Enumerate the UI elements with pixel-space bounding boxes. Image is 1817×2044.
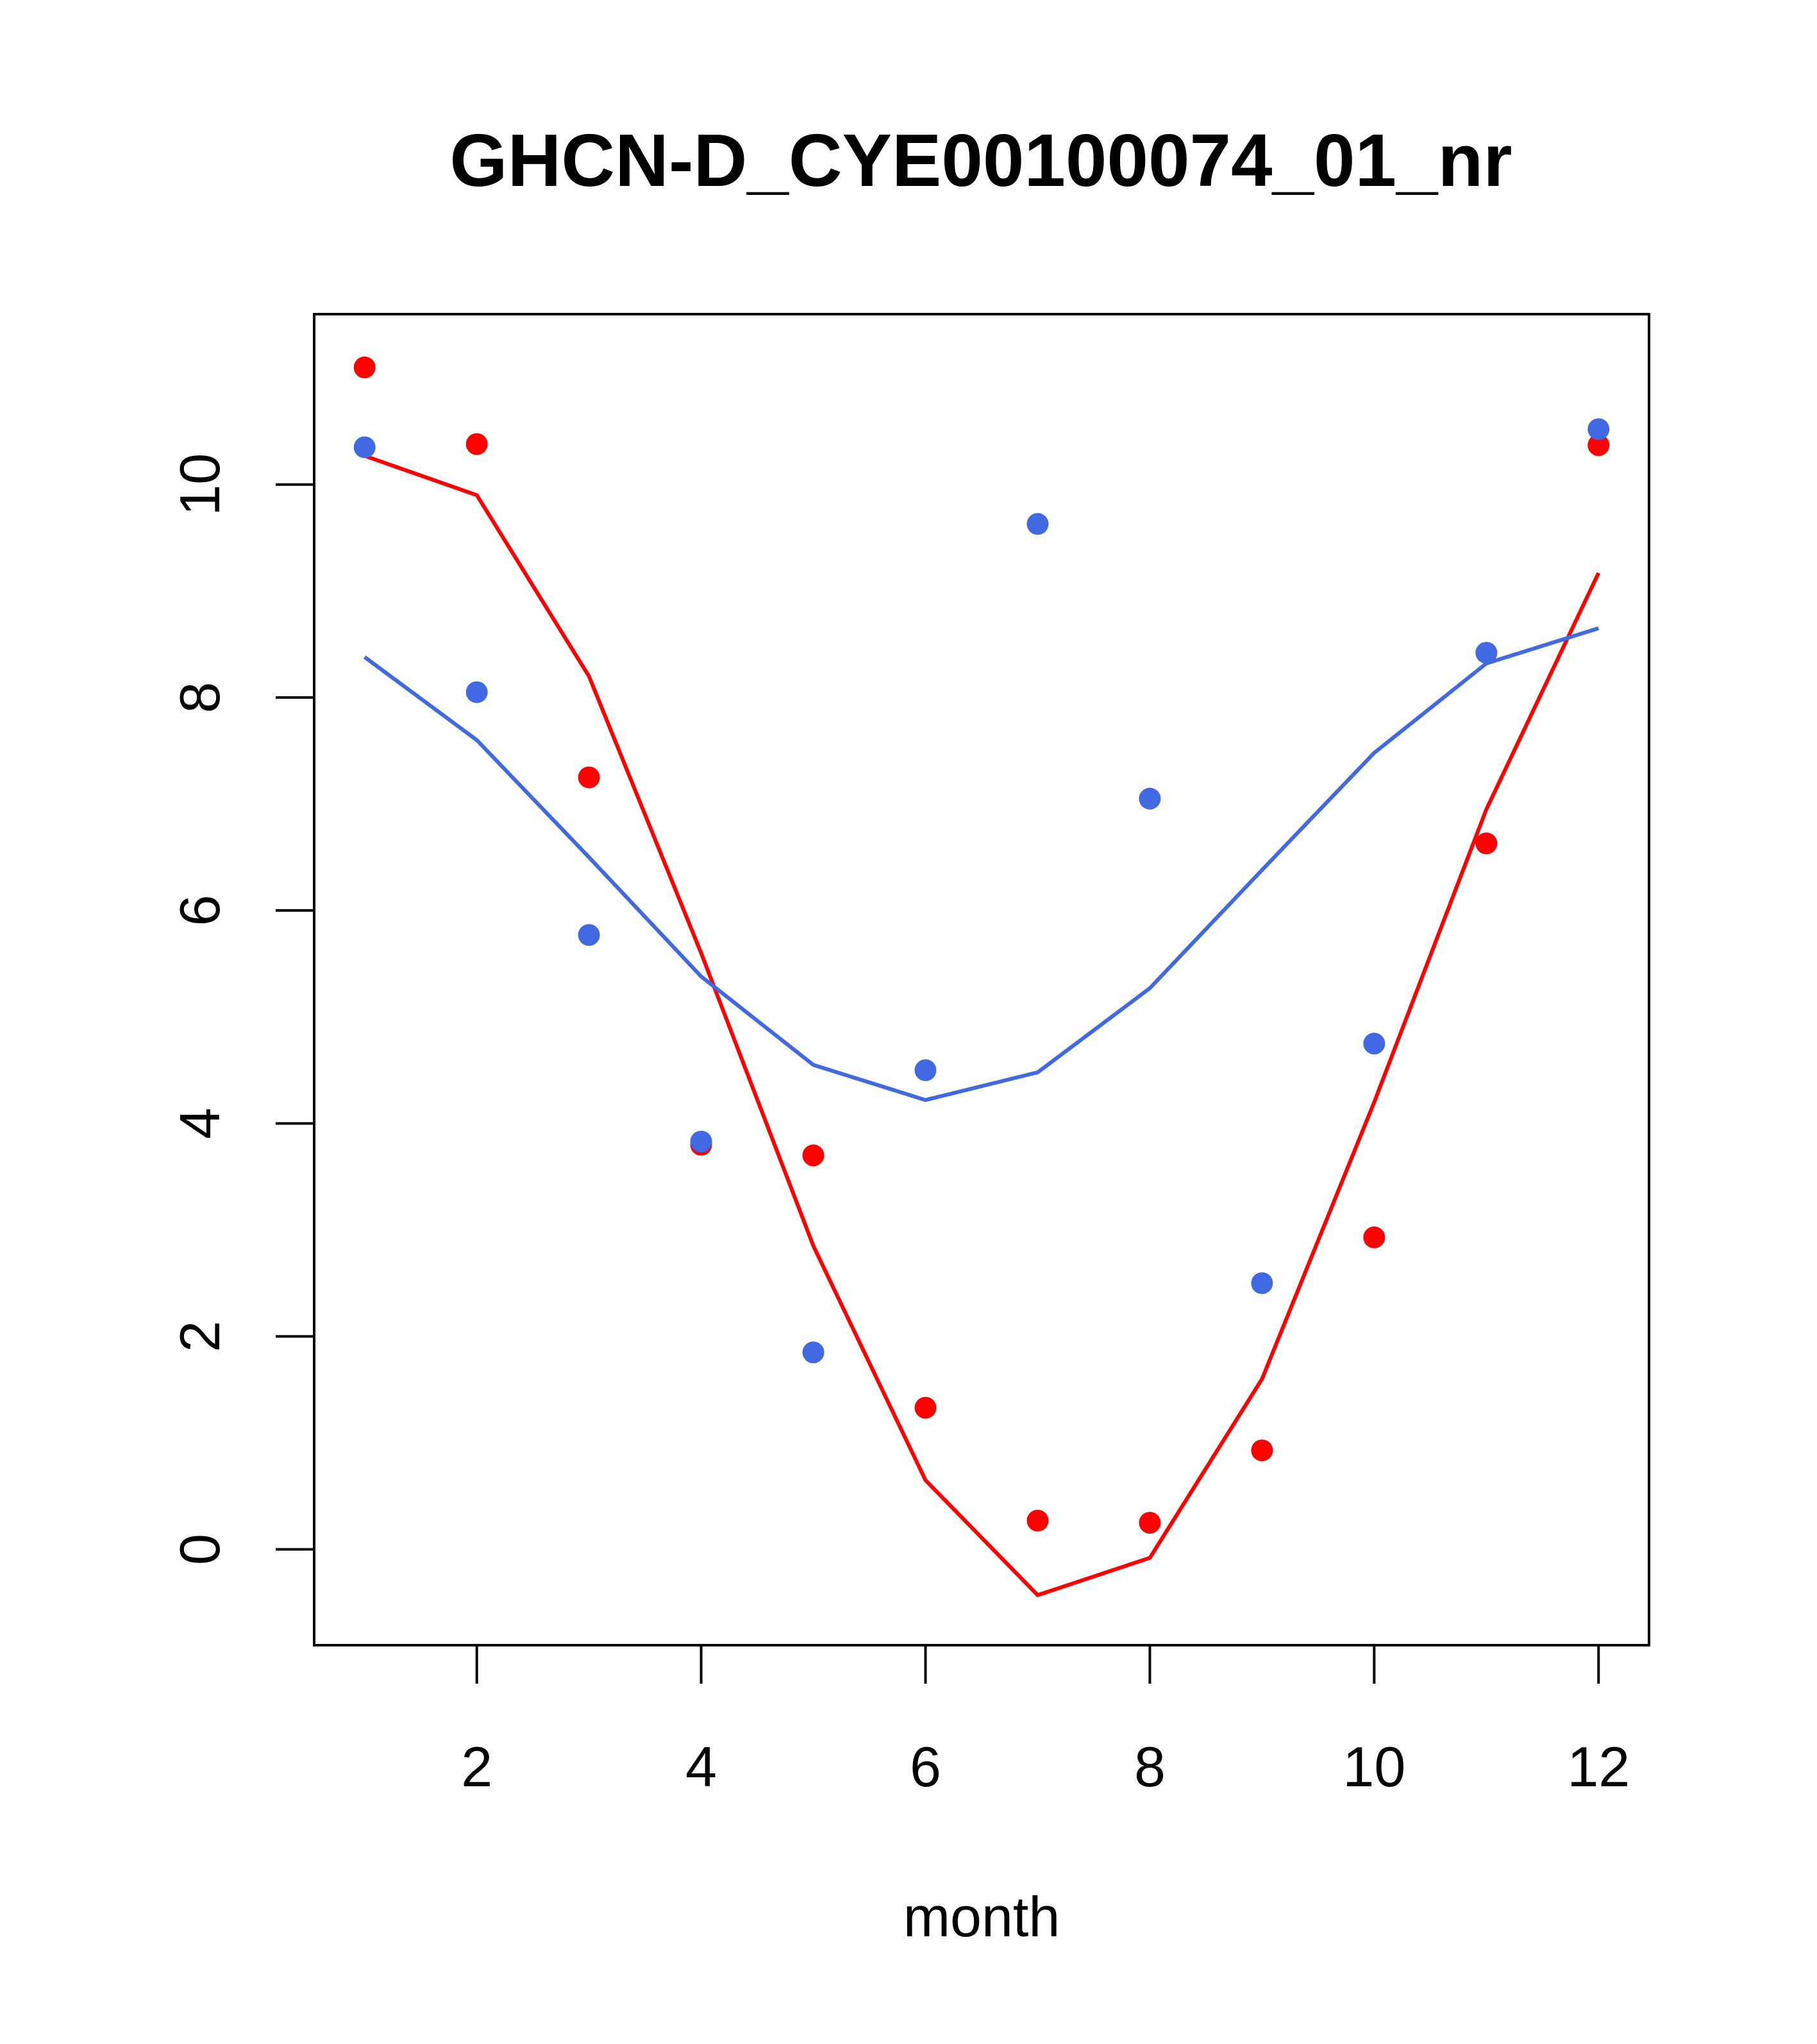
x-tick-label: 4 bbox=[685, 1735, 717, 1798]
series-1-point bbox=[353, 436, 376, 458]
series-0-point bbox=[465, 433, 488, 455]
series-0-point bbox=[1139, 1512, 1161, 1534]
series-0-point bbox=[1026, 1509, 1049, 1532]
series-0-point bbox=[353, 356, 376, 379]
x-axis-title: month bbox=[903, 1885, 1060, 1948]
x-tick-label: 10 bbox=[1343, 1735, 1405, 1798]
y-tick-label: 0 bbox=[168, 1534, 231, 1565]
series-0 bbox=[353, 356, 1610, 1597]
series-1-line bbox=[363, 626, 1600, 1102]
series-1-point bbox=[1587, 418, 1610, 440]
series-1-point bbox=[914, 1059, 937, 1082]
y-axis: 0 2 4 6 8 10 bbox=[168, 453, 315, 1565]
y-tick-label: 8 bbox=[168, 682, 231, 713]
series-1-point bbox=[1139, 787, 1161, 810]
series-1-point bbox=[690, 1130, 712, 1153]
x-tick-label: 6 bbox=[910, 1735, 941, 1798]
plot-frame bbox=[313, 313, 1650, 1646]
x-axis: 2 4 6 8 10 12 bbox=[461, 1644, 1630, 1798]
x-tick-label: 8 bbox=[1134, 1735, 1166, 1798]
series-1-point bbox=[1251, 1272, 1273, 1294]
chart-title: GHCN-D_CYE00100074_01_nr bbox=[449, 119, 1512, 202]
series-0-line bbox=[364, 454, 1601, 1597]
series-0-point bbox=[802, 1144, 825, 1167]
series-0-point bbox=[914, 1396, 937, 1419]
series-1-point bbox=[1026, 513, 1049, 535]
x-tick-label: 12 bbox=[1567, 1735, 1630, 1798]
series-0-point bbox=[578, 766, 600, 789]
series-0-point bbox=[1475, 832, 1498, 855]
series-1 bbox=[353, 418, 1610, 1364]
y-tick-label: 6 bbox=[168, 895, 231, 926]
series-1-point bbox=[1475, 642, 1498, 664]
series-0-point bbox=[1363, 1226, 1386, 1248]
series-1-point bbox=[1363, 1032, 1386, 1055]
series-1-point bbox=[802, 1341, 825, 1364]
x-tick-label: 2 bbox=[461, 1735, 492, 1798]
y-tick-label: 2 bbox=[168, 1321, 231, 1352]
series-1-point bbox=[465, 681, 488, 703]
series-1-point bbox=[578, 924, 600, 946]
y-tick-label: 10 bbox=[168, 453, 231, 516]
y-tick-label: 4 bbox=[168, 1108, 231, 1139]
series-0-point bbox=[1587, 434, 1610, 457]
series-layer bbox=[353, 356, 1610, 1597]
series-0-point bbox=[1251, 1439, 1273, 1462]
